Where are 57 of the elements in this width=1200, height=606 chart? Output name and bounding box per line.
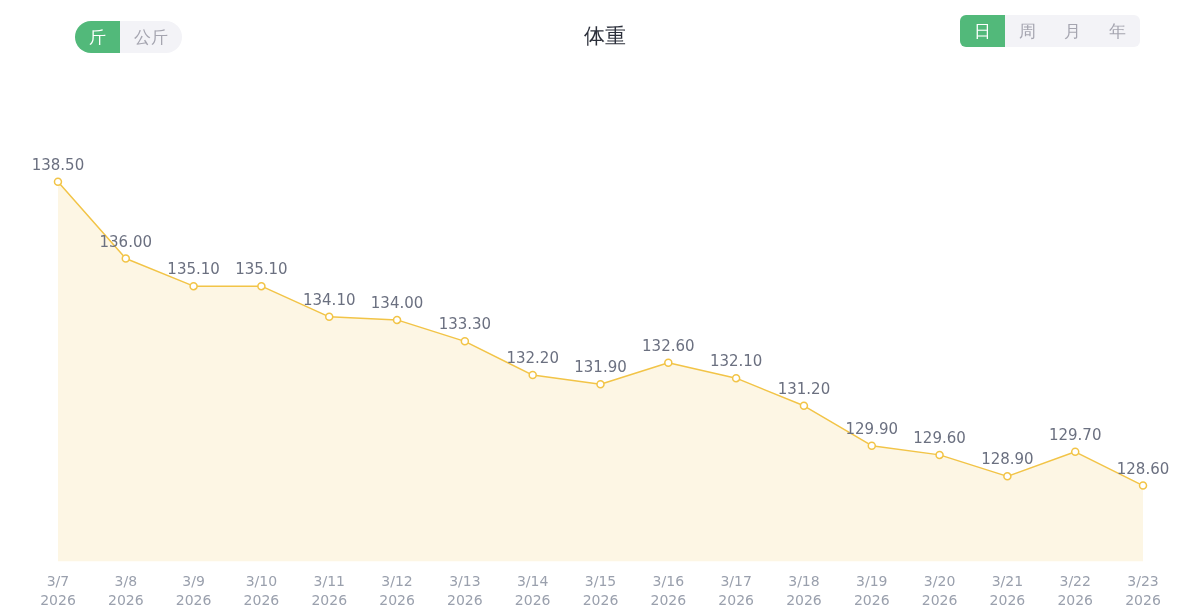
data-label: 128.90	[981, 450, 1034, 469]
x-tick-label: 3/22 2026	[1057, 572, 1094, 606]
data-label: 135.10	[167, 260, 220, 279]
data-label: 131.20	[777, 379, 831, 398]
data-label: 138.50	[31, 155, 85, 174]
x-tick-label: 3/15 2026	[582, 572, 619, 606]
point	[53, 177, 63, 187]
x-tick-label: 3/13 2026	[447, 572, 483, 606]
x-tick-label: 3/16 2026	[650, 572, 687, 606]
data-label: 135.10	[235, 260, 288, 279]
text: 斤	[75, 21, 120, 54]
x-tick-label: 3/21 2026	[989, 572, 1026, 606]
x-tick-label: 3/7 2026	[40, 572, 76, 606]
point	[1070, 447, 1080, 457]
x-tick-label: 3/23 2026	[1125, 572, 1161, 606]
data-label: 129.70	[1048, 425, 1102, 444]
point	[799, 401, 809, 411]
chart-title: 体重	[584, 24, 626, 48]
point	[528, 370, 537, 380]
point	[596, 380, 605, 389]
text: 周	[1005, 15, 1050, 48]
data-label: 132.60	[642, 336, 695, 355]
point	[935, 450, 944, 460]
x-tick-label: 3/12 2026	[379, 572, 415, 606]
data-label: 134.00	[370, 293, 424, 312]
x-tick-label: 3/8 2026	[107, 572, 144, 606]
x-tick-label: 3/19 2026	[853, 572, 890, 606]
text: 公斤	[120, 21, 182, 54]
x-tick-label: 3/18 2026	[786, 572, 822, 606]
x-tick-label: 3/10 2026	[243, 572, 280, 606]
point	[324, 312, 334, 322]
data-label: 132.10	[709, 352, 763, 371]
point	[121, 254, 131, 263]
data-label: 131.90	[574, 358, 627, 377]
x-tick-label: 3/17 2026	[718, 572, 755, 606]
point	[392, 315, 402, 325]
point	[1003, 472, 1012, 481]
data-label: 133.30	[438, 315, 492, 334]
data-label: 134.10	[302, 290, 356, 309]
text: 月	[1050, 15, 1095, 48]
x-tick-label: 3/11 2026	[311, 572, 348, 606]
data-label: 129.90	[845, 419, 899, 438]
text: 年	[1095, 15, 1140, 48]
point	[189, 281, 198, 291]
point	[867, 441, 877, 450]
point	[460, 337, 470, 346]
point	[731, 373, 741, 383]
point	[257, 281, 266, 291]
data-label: 132.20	[506, 349, 559, 368]
point	[664, 358, 673, 368]
text: 日	[960, 15, 1005, 48]
x-tick-label: 3/20 2026	[921, 572, 958, 606]
x-tick-label: 3/14 2026	[514, 572, 551, 606]
data-label: 128.60	[1116, 459, 1170, 478]
data-label: 129.60	[913, 428, 966, 447]
point	[1138, 481, 1148, 490]
x-tick-label: 3/9 2026	[175, 572, 212, 606]
